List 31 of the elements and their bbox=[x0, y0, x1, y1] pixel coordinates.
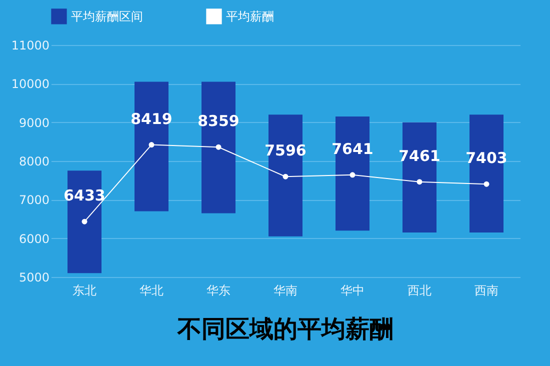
point bbox=[350, 172, 356, 178]
x-tick-label: 华南 bbox=[274, 284, 298, 298]
point bbox=[148, 142, 154, 148]
point bbox=[282, 174, 288, 180]
x-tick-label: 华北 bbox=[140, 284, 164, 298]
legend-label: 平均薪酬 bbox=[226, 9, 274, 24]
x-tick-label: 西北 bbox=[408, 284, 432, 298]
data-label: 8359 bbox=[198, 112, 240, 130]
data-label: 7403 bbox=[466, 149, 508, 168]
data-label: 7596 bbox=[264, 142, 306, 160]
point bbox=[216, 144, 222, 150]
x-tick-label: 华东 bbox=[206, 284, 230, 298]
point bbox=[416, 179, 422, 185]
point bbox=[82, 218, 88, 224]
y-tick-label: 9000 bbox=[18, 116, 50, 130]
data-label: 7461 bbox=[398, 146, 440, 165]
y-tick-label: 6000 bbox=[18, 232, 50, 246]
y-tick-label: 10000 bbox=[11, 77, 50, 92]
x-tick-label: 西南 bbox=[474, 284, 498, 298]
data-label: 7641 bbox=[332, 140, 374, 158]
text: 不同区域的平均薪酬 bbox=[176, 315, 394, 343]
y-tick-label: 11000 bbox=[11, 38, 50, 52]
x-tick-label: 东北 bbox=[72, 284, 96, 298]
data-label: 6433 bbox=[64, 186, 106, 205]
data-label: 8419 bbox=[130, 110, 172, 128]
point bbox=[484, 181, 490, 187]
y-tick-label: 5000 bbox=[18, 270, 50, 284]
x-tick-label: 华中 bbox=[340, 284, 364, 298]
y-tick-label: 7000 bbox=[18, 193, 50, 208]
legend-label: 平均薪酬区间 bbox=[71, 9, 143, 24]
y-tick-label: 8000 bbox=[18, 154, 50, 168]
